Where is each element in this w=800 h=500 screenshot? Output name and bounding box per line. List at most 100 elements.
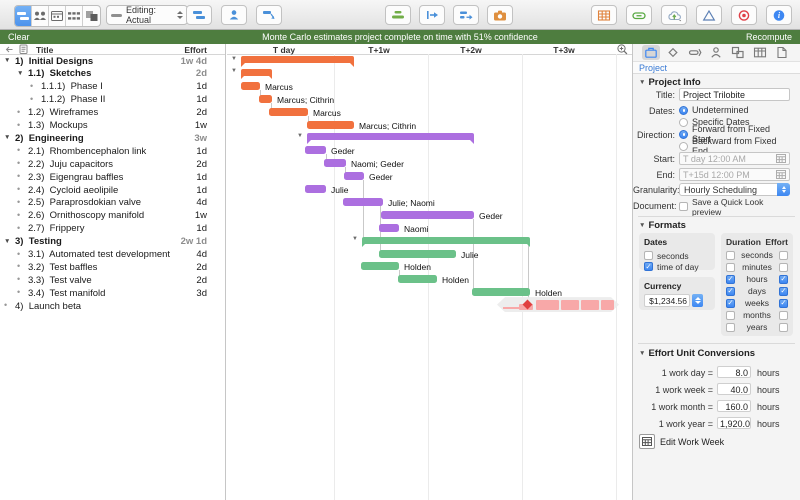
task-bar[interactable] <box>307 120 354 129</box>
disclosure-triangle[interactable]: ▼ <box>17 69 24 77</box>
group-bar[interactable] <box>241 56 354 67</box>
dates-format-option[interactable]: seconds <box>644 250 710 261</box>
catch-up-button[interactable] <box>419 5 445 25</box>
disclosure-triangle[interactable]: ▼ <box>4 57 11 64</box>
outline-row[interactable]: • 1.1.1) Phase I 1d <box>0 80 225 93</box>
radio-button[interactable] <box>679 105 688 115</box>
dates-radio-option[interactable]: Undetermined <box>679 104 790 116</box>
effort-units-header[interactable]: ▼ Effort Unit Conversions <box>639 348 756 359</box>
notes-column-icon[interactable] <box>18 44 29 54</box>
violations-button[interactable] <box>591 5 617 25</box>
assign-resource-button[interactable] <box>221 5 247 25</box>
resources-view-segment[interactable] <box>32 6 49 26</box>
level-resources-button[interactable] <box>385 5 411 25</box>
effort-checkbox[interactable]: ✓ <box>779 274 788 284</box>
direction-radio-option[interactable]: Backward from Fixed End <box>679 136 790 156</box>
outline-row[interactable]: • 3.2) Test baffles 2d <box>0 260 225 273</box>
disclosure-triangle[interactable]: ▼ <box>4 237 11 245</box>
group-bar[interactable] <box>362 236 530 248</box>
collapse-triangle-icon[interactable]: ▼ <box>639 222 646 229</box>
monte-carlo-capsule[interactable] <box>497 297 619 312</box>
collapse-triangle-icon[interactable]: ▼ <box>639 79 646 86</box>
task-bar[interactable] <box>361 262 399 271</box>
outline-row[interactable]: • 2.4) Cycloid aeolipile 1d <box>0 183 225 196</box>
dates-format-option[interactable]: ✓ time of day <box>644 261 710 272</box>
group-bar[interactable] <box>241 68 272 80</box>
conversion-value-field[interactable]: 8.0 <box>717 366 751 378</box>
duration-checkbox[interactable] <box>726 262 735 272</box>
conversion-value-field[interactable]: 40.0 <box>717 383 751 395</box>
outline-row[interactable]: • 4) Launch beta <box>0 299 225 312</box>
edit-work-week-button[interactable]: Edit Work Week <box>639 434 724 449</box>
gantt-disclosure-triangle[interactable]: ▼ <box>352 236 358 243</box>
effort-checkbox[interactable]: ✓ <box>779 298 788 308</box>
effort-checkbox[interactable] <box>779 250 788 260</box>
calendar-view-segment[interactable] <box>49 6 66 26</box>
add-task-button[interactable] <box>186 5 212 25</box>
granularity-popup[interactable]: Hourly Scheduling <box>679 183 790 196</box>
tab-task[interactable] <box>686 45 704 60</box>
checkbox[interactable] <box>679 202 688 211</box>
effort-checkbox[interactable] <box>779 310 788 320</box>
violation-column-icon[interactable] <box>4 44 15 54</box>
editing-popup[interactable]: Editing: Actual <box>106 5 188 25</box>
effort-checkbox[interactable] <box>779 262 788 272</box>
outline-row[interactable]: • 1.2) Wireframes 2d <box>0 106 225 119</box>
conversion-value-field[interactable]: 160.0 <box>717 400 751 412</box>
gantt-view-segment[interactable] <box>15 6 32 26</box>
effort-column-header[interactable]: Effort <box>184 44 207 55</box>
tab-milestone[interactable] <box>664 45 682 60</box>
currency-stepper[interactable] <box>692 294 703 307</box>
outline-row[interactable]: • 2.3) Eigengrau baffles 1d <box>0 170 225 183</box>
task-bar[interactable] <box>379 249 456 258</box>
radio-button[interactable] <box>679 141 688 151</box>
title-column-header[interactable]: Title <box>36 44 54 55</box>
task-bar[interactable] <box>381 210 474 219</box>
link-button[interactable] <box>626 5 652 25</box>
task-bar[interactable] <box>305 146 326 155</box>
task-bar[interactable] <box>343 197 383 206</box>
duration-checkbox[interactable] <box>726 310 735 320</box>
duration-checkbox[interactable]: ✓ <box>726 286 735 296</box>
formats-header[interactable]: ▼ Formats <box>639 220 686 231</box>
duration-checkbox[interactable]: ✓ <box>726 298 735 308</box>
tab-attachments[interactable] <box>773 45 791 60</box>
task-bar[interactable] <box>269 107 308 116</box>
currency-input[interactable] <box>644 294 690 307</box>
project-info-header[interactable]: ▼ Project Info <box>639 77 701 88</box>
tab-custom-data[interactable] <box>751 45 769 60</box>
dates-radio-option[interactable]: Specific Dates <box>679 116 790 128</box>
inspector-info-button[interactable]: i <box>766 5 792 25</box>
outline-row[interactable]: • 2.2) Juju capacitors 2d <box>0 157 225 170</box>
group-bar[interactable] <box>307 133 474 144</box>
disclosure-triangle[interactable]: ▼ <box>4 134 11 142</box>
task-bar[interactable] <box>324 159 346 168</box>
network-view-segment[interactable] <box>66 6 83 26</box>
recompute-button[interactable]: Recompute <box>745 32 792 42</box>
radio-button[interactable] <box>679 129 688 139</box>
set-baseline-button[interactable] <box>487 5 513 25</box>
checkbox[interactable]: ✓ <box>644 261 653 271</box>
outline-row[interactable]: • 3.3) Test valve 2d <box>0 273 225 286</box>
quick-look-checkbox-row[interactable]: Save a Quick Look preview <box>679 197 790 217</box>
task-bar[interactable] <box>472 288 530 297</box>
styles-view-segment[interactable] <box>83 6 100 26</box>
record-button[interactable] <box>731 5 757 25</box>
publish-button[interactable] <box>661 5 687 25</box>
outline-row[interactable]: • 2.7) Frippery 1d <box>0 222 225 235</box>
tab-styles[interactable] <box>729 45 747 60</box>
change-tracking-button[interactable] <box>696 5 722 25</box>
tab-resource[interactable] <box>707 45 725 60</box>
radio-button[interactable] <box>679 117 688 127</box>
tab-project[interactable] <box>642 45 660 60</box>
effort-checkbox[interactable] <box>779 322 788 332</box>
connect-tasks-button[interactable] <box>256 5 282 25</box>
task-bar[interactable] <box>241 81 260 90</box>
outline-row[interactable]: • 1.3) Mockups 1w <box>0 119 225 132</box>
duration-checkbox[interactable]: ✓ <box>726 274 735 284</box>
task-bar[interactable] <box>344 172 364 181</box>
task-bar[interactable] <box>259 94 272 103</box>
project-title-input[interactable] <box>679 88 790 101</box>
zoom-icon[interactable] <box>616 44 629 56</box>
effort-checkbox[interactable]: ✓ <box>779 286 788 296</box>
